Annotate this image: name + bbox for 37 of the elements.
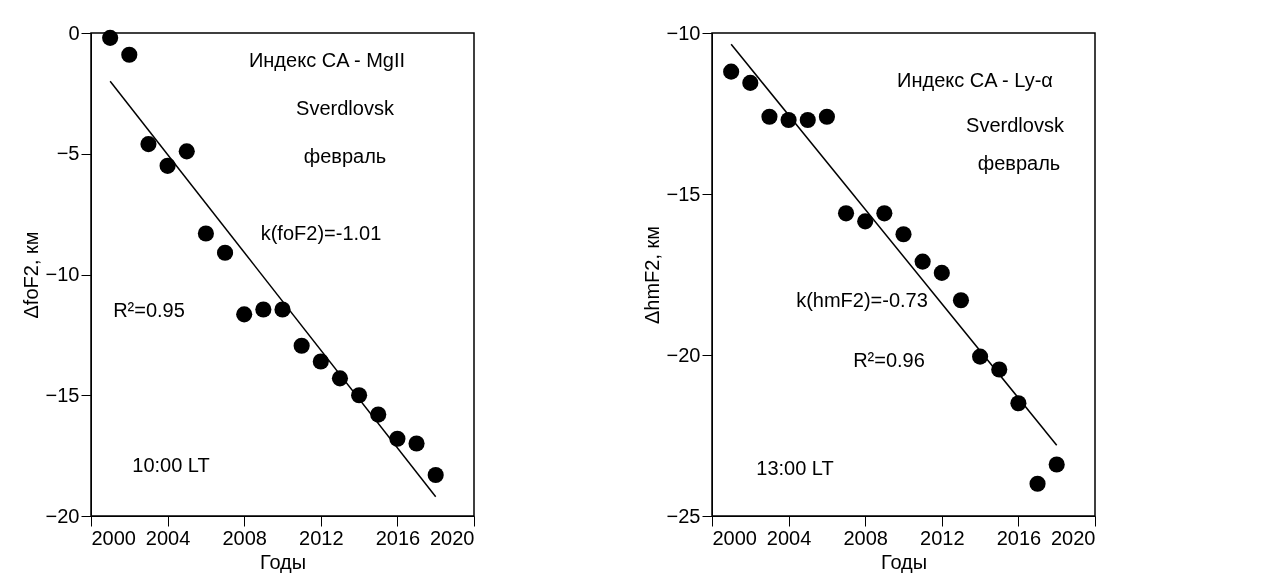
annotation: 13:00 LT <box>756 457 834 479</box>
annotation: февраль <box>977 152 1061 174</box>
y-tick-label: −10 <box>45 263 80 285</box>
y-axis-title: ΔfoF2, км <box>19 231 42 319</box>
x-tick-label: 2008 <box>843 526 888 549</box>
x-tick-label: 2020 <box>1051 526 1096 549</box>
annotation: Sverdlovsk <box>296 97 395 119</box>
annotation: k(hmF2)=-0.73 <box>796 289 928 311</box>
y-tick-label: −20 <box>45 504 80 527</box>
annotation: R²=0.95 <box>113 299 185 321</box>
y-tick-label: −5 <box>56 142 80 165</box>
annotation: Индекс CA - MgII <box>248 49 406 71</box>
x-axis-title: Годы <box>880 550 928 573</box>
x-tick-label: 2004 <box>766 526 812 549</box>
y-tick-label: −20 <box>666 343 701 366</box>
y-tick-label: −25 <box>666 504 701 527</box>
annotation: Индекс CA - Ly-α <box>897 69 1053 91</box>
y-tick-label: 0 <box>68 21 80 44</box>
annotation: 10:00 LT <box>132 454 210 476</box>
x-tick-label: 2012 <box>299 526 344 549</box>
x-tick-label: 2020 <box>430 526 475 549</box>
annotation: февраль <box>303 145 387 167</box>
x-tick-label: 2004 <box>145 526 191 549</box>
x-tick-label: 2000 <box>91 526 136 549</box>
y-axis-title: ΔhmF2, км <box>640 225 663 325</box>
y-tick-label: −15 <box>666 182 701 205</box>
x-tick-label: 2016 <box>996 526 1042 549</box>
x-tick-label: 2000 <box>712 526 757 549</box>
x-tick-label: 2016 <box>375 526 421 549</box>
y-tick-label: −15 <box>45 383 80 406</box>
x-axis-title: Годы <box>259 550 307 573</box>
x-tick-label: 2012 <box>920 526 965 549</box>
annotation: R²=0.96 <box>853 349 925 371</box>
annotation: k(foF2)=-1.01 <box>260 222 382 244</box>
x-tick-label: 2008 <box>222 526 267 549</box>
annotation: Sverdlovsk <box>966 114 1065 136</box>
y-tick-label: −10 <box>666 21 701 44</box>
